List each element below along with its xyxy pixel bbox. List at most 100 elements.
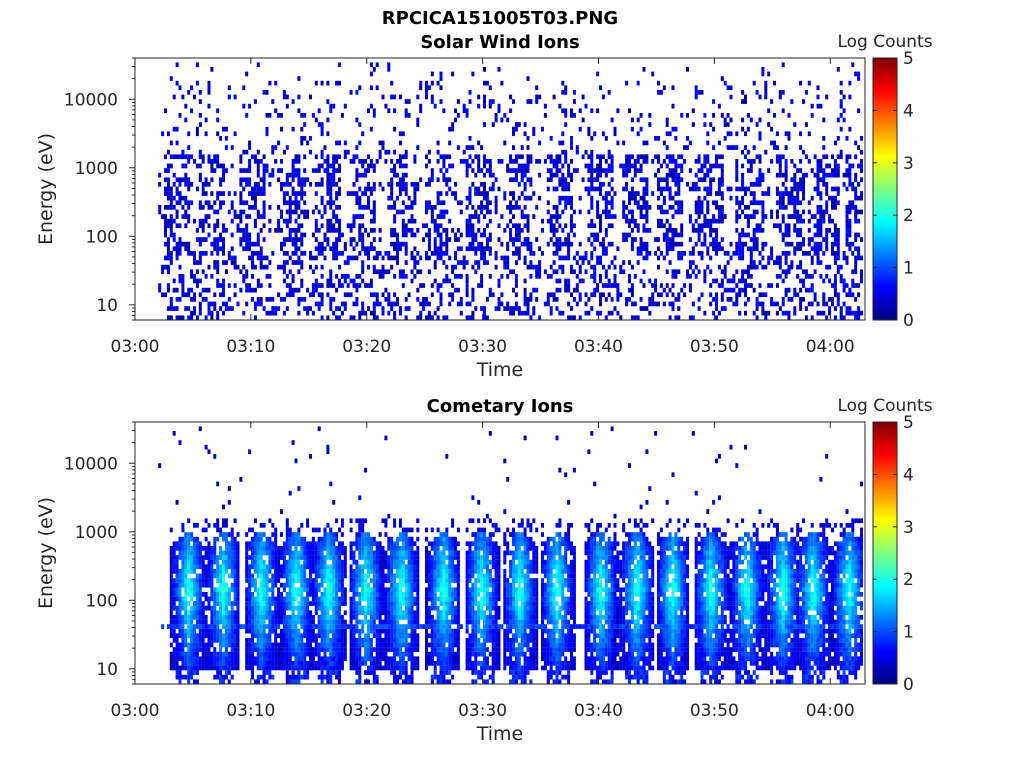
heatmap-cell <box>326 218 330 224</box>
heatmap-cell <box>280 126 283 132</box>
heatmap-cell <box>291 292 295 298</box>
heatmap-cell <box>230 218 234 224</box>
heatmap-cell <box>694 241 698 247</box>
heatmap-cell <box>459 209 463 215</box>
heatmap-cell <box>396 251 399 256</box>
heatmap-cell <box>485 195 489 201</box>
heatmap-cell <box>436 177 440 183</box>
heatmap-cell <box>775 260 779 265</box>
heatmap-cell <box>552 223 556 229</box>
heatmap-cell <box>190 651 194 657</box>
heatmap-cell <box>781 172 785 178</box>
heatmap-cell <box>509 168 513 173</box>
heatmap-cell <box>506 260 510 265</box>
heatmap-cell <box>523 278 527 284</box>
heatmap-cell <box>401 228 405 233</box>
heatmap-cell <box>860 278 863 284</box>
heatmap-cell <box>746 159 750 164</box>
heatmap-cell <box>251 546 254 551</box>
heatmap-cell <box>187 624 191 629</box>
heatmap-cell <box>413 159 417 164</box>
heatmap-cell <box>280 628 283 634</box>
heatmap-cell <box>343 154 347 160</box>
heatmap-cell <box>233 569 237 574</box>
heatmap-cell <box>787 136 791 141</box>
heatmap-cell <box>758 223 762 229</box>
heatmap-cell <box>178 177 182 183</box>
heatmap-cell <box>433 260 437 265</box>
heatmap-cell <box>190 619 194 625</box>
heatmap-cell <box>668 287 672 293</box>
heatmap-cell <box>567 182 571 187</box>
heatmap-cell <box>245 283 249 288</box>
heatmap-cell <box>323 159 327 164</box>
heatmap-cell <box>770 140 774 146</box>
heatmap-cell <box>187 246 191 252</box>
heatmap-cell <box>430 251 434 256</box>
heatmap-cell <box>184 573 188 579</box>
heatmap-cell <box>436 80 440 86</box>
heatmap-cell <box>628 287 631 293</box>
heatmap-cell <box>317 306 321 311</box>
heatmap-cell <box>497 103 501 109</box>
heatmap-cell <box>680 154 684 160</box>
heatmap-cell <box>819 191 823 196</box>
heatmap-cell <box>514 237 518 242</box>
heatmap-cell <box>567 283 571 288</box>
heatmap-cell <box>816 209 820 215</box>
heatmap-cell <box>433 278 437 284</box>
heatmap-cell <box>285 665 289 671</box>
heatmap-cell <box>746 149 750 155</box>
heatmap-cell <box>645 140 649 146</box>
heatmap-cell <box>599 274 602 279</box>
heatmap-cell <box>317 292 321 298</box>
heatmap-cell <box>378 274 382 279</box>
heatmap-cell <box>654 172 658 178</box>
heatmap-cell <box>622 209 626 215</box>
heatmap-cell <box>799 159 803 164</box>
heatmap-cell <box>535 274 539 279</box>
heatmap-cell <box>836 269 840 275</box>
heatmap-cell <box>291 569 295 574</box>
heatmap-cell <box>804 251 808 256</box>
heatmap-cell <box>494 255 498 261</box>
heatmap-cell <box>219 246 223 252</box>
heatmap-cell <box>193 310 196 316</box>
heatmap-cell <box>181 582 185 588</box>
heatmap-cell <box>204 582 208 588</box>
heatmap-cell <box>578 315 582 321</box>
heatmap-cell <box>256 638 260 643</box>
heatmap-cell <box>404 260 408 265</box>
heatmap-cell <box>233 131 237 137</box>
heatmap-cell <box>680 287 684 293</box>
heatmap-cell <box>549 292 553 298</box>
heatmap-cell <box>210 168 214 173</box>
x-tick-label: 03:50 <box>690 337 739 357</box>
heatmap-cell <box>262 605 266 611</box>
heatmap-cell <box>285 624 289 629</box>
heatmap-cell <box>538 140 542 146</box>
heatmap-cell <box>390 186 394 192</box>
heatmap-cell <box>262 624 266 629</box>
heatmap-cell <box>181 274 185 279</box>
heatmap-cell <box>454 117 457 123</box>
heatmap-cell <box>688 186 692 192</box>
heatmap-cell <box>332 223 336 229</box>
heatmap-cell <box>770 209 774 215</box>
heatmap-cell <box>836 241 840 247</box>
heatmap-cell <box>210 628 214 634</box>
heatmap-cell <box>587 154 591 160</box>
heatmap-cell <box>512 177 515 183</box>
heatmap-cell <box>251 297 254 302</box>
heatmap-cell <box>665 269 669 275</box>
heatmap-cell <box>477 94 481 100</box>
heatmap-cell <box>201 527 205 533</box>
heatmap-cell <box>509 191 513 196</box>
heatmap-cell <box>381 140 385 146</box>
heatmap-cell <box>271 661 275 666</box>
heatmap-cell <box>752 310 756 316</box>
heatmap-cell <box>210 610 214 616</box>
heatmap-cell <box>236 665 240 671</box>
heatmap-cell <box>242 186 246 192</box>
heatmap-cell <box>778 195 782 201</box>
